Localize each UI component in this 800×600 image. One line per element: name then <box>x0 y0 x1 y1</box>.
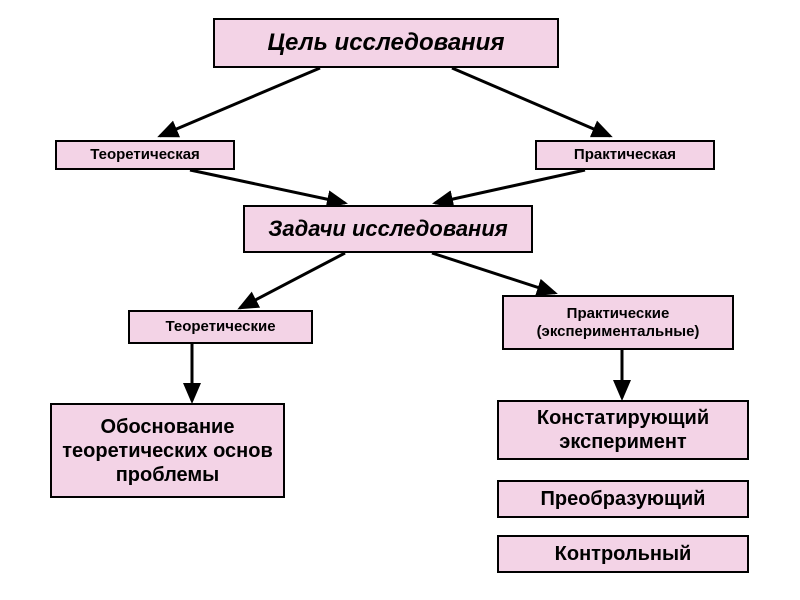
node-practical2: Практические(экспериментальные) <box>502 295 734 350</box>
node-practical: Практическая <box>535 140 715 170</box>
node-goal: Цель исследования <box>213 18 559 68</box>
node-kontrol: Контрольный <box>497 535 749 573</box>
node-preobraz: Преобразующий <box>497 480 749 518</box>
node-theoretical: Теоретическая <box>55 140 235 170</box>
node-obosnovanie: Обоснование теоретических основ проблемы <box>50 403 285 498</box>
node-theoretical2: Теоретические <box>128 310 313 344</box>
node-konstat: Констатирующий эксперимент <box>497 400 749 460</box>
node-tasks: Задачи исследования <box>243 205 533 253</box>
